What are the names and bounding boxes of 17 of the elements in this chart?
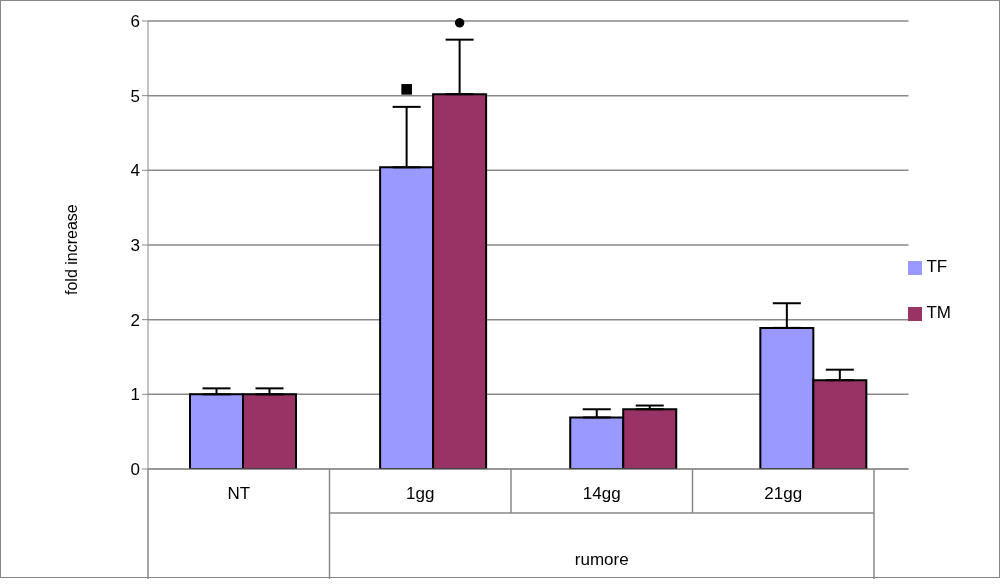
data-label: ■: [399, 76, 414, 102]
x-tick-label: 21gg: [764, 483, 803, 503]
y-tick-label: 2: [130, 310, 140, 330]
y-tick-label: 5: [130, 86, 140, 106]
y-tick-label: 1: [130, 385, 140, 405]
x-tick-label: NT: [227, 483, 251, 503]
legend-label: TM: [926, 303, 951, 322]
y-axis-title: fold increase: [62, 204, 80, 295]
y-tick-label: 4: [130, 161, 140, 181]
x-tick-label: 14gg: [582, 483, 621, 503]
x-tick-label: 1gg: [406, 483, 435, 503]
y-tick-label: 0: [130, 460, 140, 480]
y-tick-label: 3: [130, 236, 140, 256]
data-label: ●: [452, 9, 467, 35]
legend-label: TF: [926, 257, 948, 276]
x-axis-title: rumore: [574, 550, 629, 569]
y-tick-label: 6: [130, 12, 140, 32]
